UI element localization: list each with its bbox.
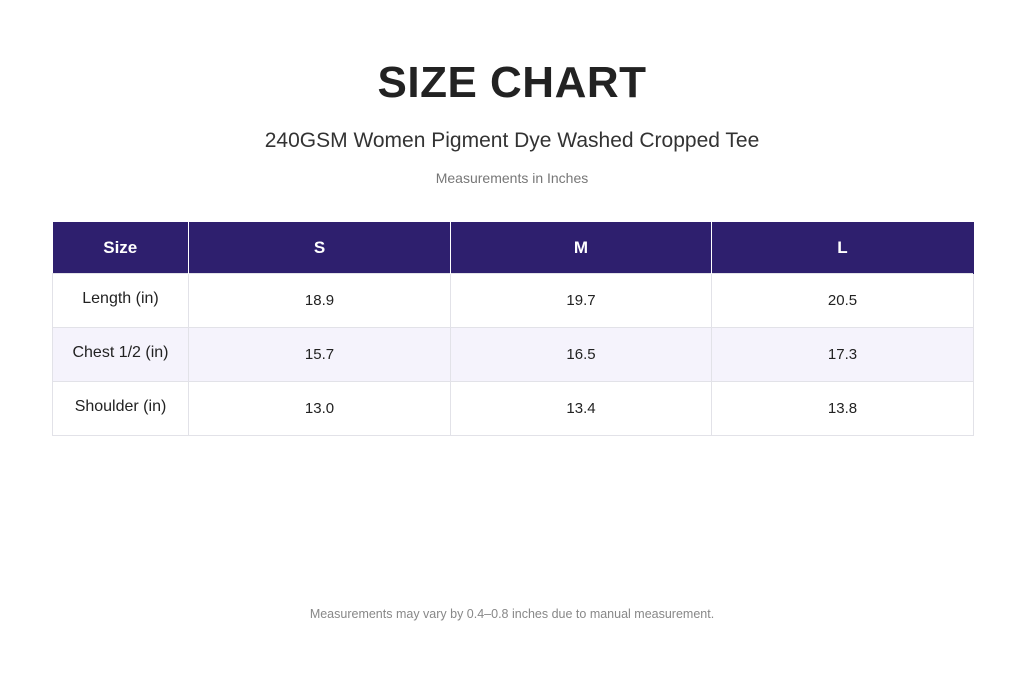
- table-row: Shoulder (in) 13.0 13.4 13.8: [52, 381, 974, 436]
- table-cell: 16.5: [450, 327, 712, 382]
- measurement-footnote: Measurements may vary by 0.4–0.8 inches …: [309, 607, 715, 621]
- row-label-length: Length (in): [52, 273, 189, 328]
- header-cell-size: Size: [52, 222, 189, 274]
- row-label-chest: Chest 1/2 (in): [52, 327, 189, 382]
- page-title: SIZE CHART: [377, 58, 647, 107]
- table-row: Chest 1/2 (in) 15.7 16.5 17.3: [52, 327, 974, 382]
- table-row: Length (in) 18.9 19.7 20.5: [52, 273, 974, 328]
- table-header: Size S M L: [52, 222, 974, 274]
- table-cell: 20.5: [711, 273, 974, 328]
- table-cell: 17.3: [711, 327, 974, 382]
- table-cell: 13.4: [450, 381, 712, 436]
- table-cell: 15.7: [188, 327, 451, 382]
- header-cell-l: L: [711, 222, 974, 274]
- table-cell: 18.9: [188, 273, 451, 328]
- header-cell-s: S: [188, 222, 451, 274]
- table-body: Length (in) 18.9 19.7 20.5 Chest 1/2 (in…: [52, 273, 974, 436]
- header-cell-m: M: [450, 222, 712, 274]
- table-cell: 19.7: [450, 273, 712, 328]
- table-cell: 13.8: [711, 381, 974, 436]
- header-row: Size S M L: [52, 222, 974, 274]
- row-label-shoulder: Shoulder (in): [52, 381, 189, 436]
- units-note: Measurements in Inches: [435, 170, 589, 186]
- table-cell: 13.0: [188, 381, 451, 436]
- size-chart-table: Size S M L Length (in) 18.9 19.7 20.5 Ch…: [52, 222, 974, 436]
- product-name: 240GSM Women Pigment Dye Washed Cropped …: [264, 129, 760, 152]
